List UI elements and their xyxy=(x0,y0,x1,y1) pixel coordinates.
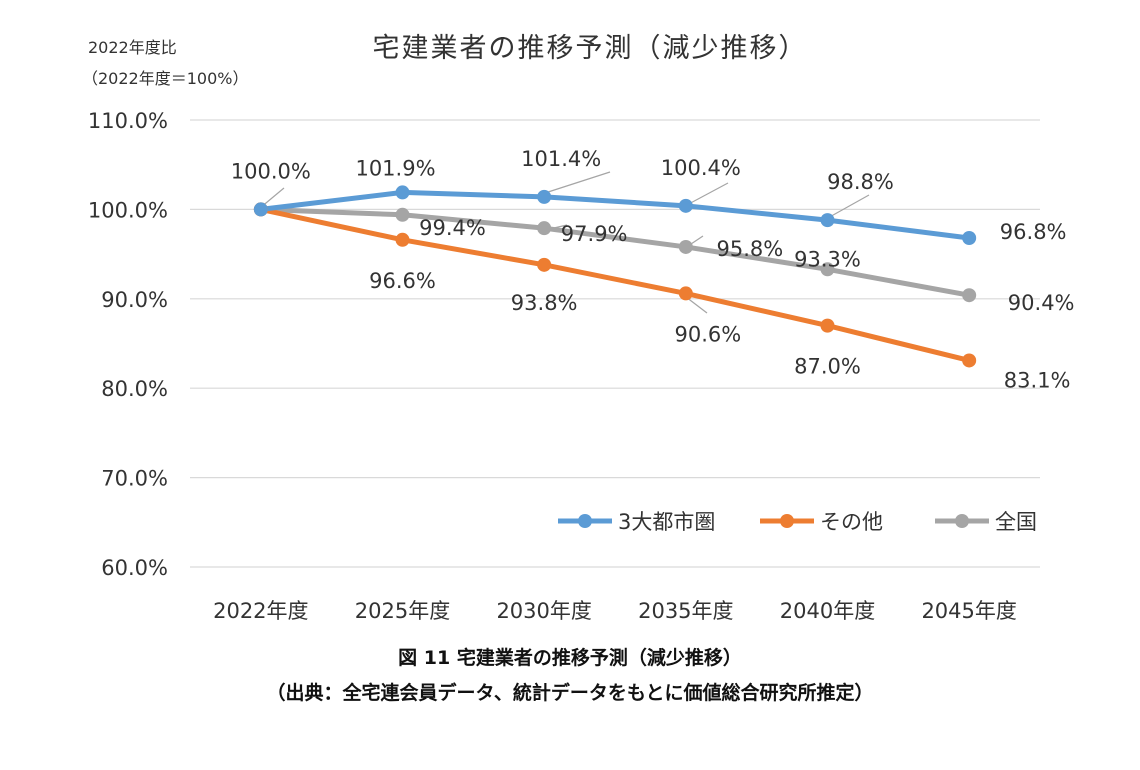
line-chart: 宅建業者の推移予測（減少推移） 2022年度比 （2022年度＝100%） 11… xyxy=(82,33,1075,623)
data-label: 100.0% xyxy=(231,159,311,183)
series-line xyxy=(258,206,972,298)
data-label: 93.3% xyxy=(794,247,861,271)
y-axis-label-line2: （2022年度＝100%） xyxy=(82,69,248,88)
x-tick-label: 2040年度 xyxy=(780,599,875,623)
y-tick-label: 60.0% xyxy=(101,556,168,580)
leader-line xyxy=(825,194,870,220)
legend-entry-label: 3大都市圏 xyxy=(618,510,715,534)
data-label: 90.4% xyxy=(1008,291,1075,315)
series-line xyxy=(258,206,972,363)
y-tick-label: 70.0% xyxy=(101,467,168,491)
data-point xyxy=(962,353,977,368)
data-labels: 100.0% 101.9% 101.4% 100.4% 98.8% 96.8% 96.6% 9… xyxy=(231,147,1075,393)
data-label: 87.0% xyxy=(794,355,861,379)
data-point xyxy=(395,207,410,222)
data-point xyxy=(820,262,835,277)
data-point xyxy=(537,257,552,272)
data-point xyxy=(962,231,977,246)
data-point xyxy=(820,318,835,333)
data-label: 100.4% xyxy=(661,156,741,180)
x-tick-label: 2030年度 xyxy=(496,599,591,623)
leader-line xyxy=(684,182,729,207)
data-label: 98.8% xyxy=(827,170,894,194)
data-label: 99.4% xyxy=(419,216,486,240)
y-tick-label: 80.0% xyxy=(101,377,168,401)
x-tick-label: 2022年度 xyxy=(213,599,308,623)
y-tick-label: 110.0% xyxy=(88,109,168,133)
y-tick-label: 90.0% xyxy=(101,288,168,312)
y-axis-ticks: 110.0% 100.0% 90.0% 80.0% 70.0% 60.0% xyxy=(88,109,168,580)
data-label: 97.9% xyxy=(561,222,628,246)
data-point xyxy=(678,239,693,254)
data-point xyxy=(820,213,835,228)
x-tick-label: 2025年度 xyxy=(355,599,450,623)
legend-entry-label: 全国 xyxy=(995,510,1037,534)
data-point xyxy=(395,232,410,247)
legend-swatch-marker xyxy=(578,514,592,528)
series-lines xyxy=(258,189,972,363)
data-label: 96.6% xyxy=(369,269,436,293)
gridlines xyxy=(190,119,1040,568)
series-line xyxy=(258,189,972,241)
legend-swatch-marker xyxy=(780,514,794,528)
series-points xyxy=(253,185,977,368)
legend-swatch-marker xyxy=(955,514,969,528)
data-point xyxy=(253,202,268,217)
data-label: 83.1% xyxy=(1004,368,1071,392)
data-point xyxy=(537,221,552,236)
chart-title: 宅建業者の推移予測（減少推移） xyxy=(373,33,808,64)
data-label: 101.9% xyxy=(355,156,435,180)
data-point xyxy=(395,185,410,200)
data-point xyxy=(537,189,552,204)
data-label: 93.8% xyxy=(511,291,578,315)
figure-caption-source: （出典：全宅連会員データ、統計データをもとに価値総合研究所推定） xyxy=(266,682,874,704)
x-tick-label: 2045年度 xyxy=(921,599,1016,623)
data-label: 90.6% xyxy=(674,322,741,346)
data-point xyxy=(678,286,693,301)
data-label: 96.8% xyxy=(1000,220,1067,244)
legend: 3大都市圏 その他 全国 xyxy=(558,510,1037,534)
legend-entry-label: その他 xyxy=(820,510,883,534)
data-point xyxy=(962,288,977,303)
y-tick-label: 100.0% xyxy=(88,198,168,222)
data-label: 101.4% xyxy=(521,147,601,171)
leader-line xyxy=(685,296,708,314)
x-axis-ticks: 2022年度 2025年度 2030年度 2035年度 2040年度 2045年度 xyxy=(213,599,1017,623)
data-label: 95.8% xyxy=(716,237,783,261)
x-tick-label: 2035年度 xyxy=(638,599,733,623)
figure-caption-title: 図 11 宅建業者の推移予測（減少推移） xyxy=(398,647,742,669)
y-axis-label-line1: 2022年度比 xyxy=(88,38,177,57)
leader-line xyxy=(544,171,611,194)
data-point xyxy=(678,198,693,213)
